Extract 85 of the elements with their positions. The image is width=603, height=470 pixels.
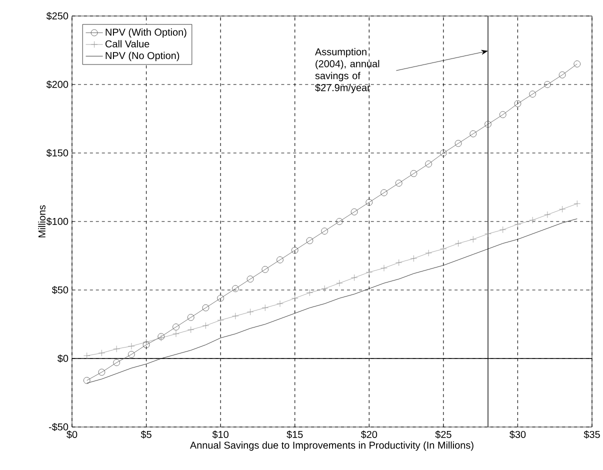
point — [574, 60, 581, 68]
point — [276, 300, 284, 308]
point — [529, 90, 536, 98]
annotation: Assumption (2004), annual savings of $27.9m/year — [315, 48, 380, 94]
point — [544, 211, 551, 218]
point — [321, 228, 328, 234]
point — [83, 377, 90, 384]
point — [558, 72, 566, 78]
point — [246, 276, 254, 282]
point — [98, 368, 106, 376]
x-axis-title: Annual Savings due to Improvements in Productivity (In Millions) — [190, 441, 474, 451]
point — [410, 255, 418, 262]
point — [380, 189, 388, 196]
y-tick-label: $100 — [46, 217, 68, 226]
point — [350, 208, 358, 216]
x-tick-label: $20 — [360, 430, 378, 439]
point — [395, 180, 402, 187]
x-tick-label: $25 — [435, 430, 452, 439]
y-tick-label: $150 — [46, 148, 68, 158]
x-tick-label: $0 — [66, 430, 78, 439]
point — [306, 237, 314, 244]
point — [291, 246, 298, 254]
point — [395, 259, 402, 266]
y-tick-label: $0 — [58, 354, 68, 363]
point — [321, 285, 328, 292]
legend-label: NPV (No Option) — [106, 52, 180, 62]
point — [232, 312, 239, 320]
y-tick-label: -$50 — [48, 422, 68, 432]
point — [366, 198, 373, 206]
point — [366, 268, 373, 276]
point — [113, 346, 120, 352]
point — [98, 350, 106, 356]
point — [350, 274, 358, 282]
point — [484, 120, 492, 128]
point — [336, 218, 343, 225]
point — [454, 140, 462, 147]
point — [380, 264, 388, 272]
point — [83, 352, 90, 360]
point — [217, 316, 224, 324]
legend-label: Call Value — [105, 40, 150, 48]
point — [574, 200, 581, 208]
point — [484, 230, 492, 238]
point — [202, 304, 210, 312]
point — [425, 160, 432, 168]
point — [128, 342, 135, 350]
point — [514, 100, 522, 108]
point — [232, 285, 239, 292]
x-tick-label: $30 — [510, 430, 526, 439]
point — [202, 322, 210, 330]
point — [142, 338, 150, 346]
point — [262, 304, 269, 312]
point — [187, 314, 194, 321]
point — [262, 266, 269, 273]
point — [544, 81, 551, 88]
point — [217, 294, 224, 302]
point — [558, 206, 566, 213]
point — [246, 308, 254, 316]
point — [291, 294, 298, 302]
point — [128, 351, 135, 358]
x-tick-label: $10 — [212, 430, 228, 439]
point — [276, 256, 284, 264]
point — [410, 170, 418, 177]
point — [172, 324, 180, 330]
x-tick-label: $35 — [584, 430, 600, 439]
y-tick-label: $200 — [46, 80, 68, 89]
legend-label: NPV (With Option) — [106, 28, 186, 38]
point — [470, 130, 477, 138]
point — [470, 236, 477, 243]
point — [336, 280, 343, 287]
point — [187, 326, 194, 334]
point — [454, 240, 462, 247]
point — [113, 359, 120, 366]
y-axis-title: Millions — [38, 205, 46, 238]
point — [172, 330, 180, 338]
point — [440, 150, 447, 156]
point — [529, 216, 536, 224]
x-tick-label: $5 — [140, 430, 152, 439]
x-tick-label: $15 — [286, 430, 303, 439]
y-tick-label: $50 — [52, 286, 68, 294]
point — [425, 250, 432, 256]
point — [499, 226, 506, 234]
point — [499, 111, 506, 118]
point — [440, 246, 447, 252]
point — [306, 289, 314, 296]
y-tick-label: $250 — [46, 12, 68, 20]
